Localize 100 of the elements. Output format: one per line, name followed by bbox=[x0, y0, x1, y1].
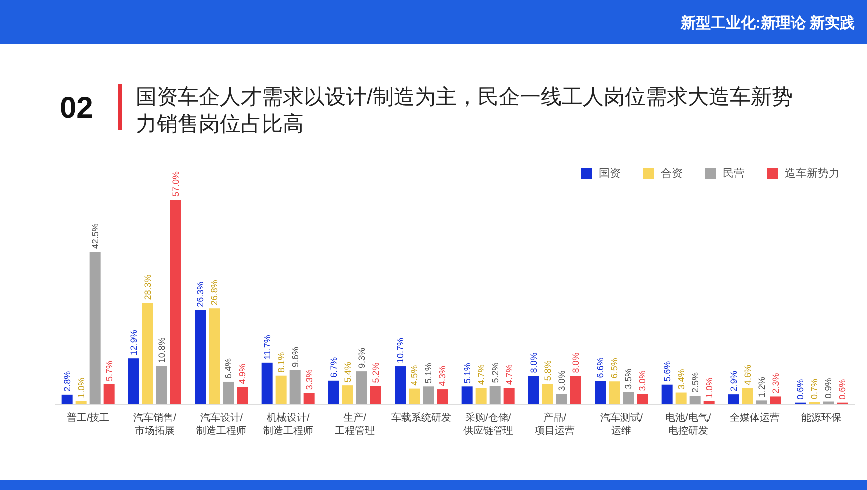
data-label: 5.4% bbox=[343, 362, 353, 383]
bar bbox=[690, 396, 701, 405]
data-label: 4.7% bbox=[504, 364, 514, 386]
bar bbox=[662, 384, 673, 405]
data-label: 1.0% bbox=[76, 378, 86, 398]
x-tick-label: 采购/仓储/供应链管理 bbox=[463, 412, 514, 437]
bar bbox=[623, 392, 634, 405]
bar bbox=[756, 400, 768, 405]
data-label: 3.4% bbox=[676, 369, 686, 390]
data-label: 1.0% bbox=[704, 378, 714, 398]
data-label: 9.3% bbox=[357, 348, 367, 369]
data-label: 4.5% bbox=[410, 365, 420, 386]
data-label: 10.7% bbox=[396, 338, 406, 364]
bar bbox=[595, 381, 606, 405]
bar bbox=[770, 396, 782, 405]
bar bbox=[423, 386, 434, 405]
bar bbox=[142, 303, 154, 405]
x-tick-label: 全媒体运营 bbox=[730, 412, 780, 424]
x-tick-label: 机械设计/制造工程师 bbox=[263, 412, 314, 437]
data-label: 5.1% bbox=[462, 363, 472, 384]
bar bbox=[609, 382, 620, 405]
data-label: 2.5% bbox=[690, 372, 700, 394]
data-label: 8.1% bbox=[276, 352, 286, 373]
bar bbox=[276, 376, 287, 405]
x-tick-label: 电池/电气/电控研发 bbox=[666, 412, 712, 437]
data-label: 26.8% bbox=[210, 280, 220, 306]
bar bbox=[223, 382, 234, 405]
data-label: 1.2% bbox=[757, 377, 767, 398]
bar bbox=[356, 372, 368, 405]
bar bbox=[462, 386, 473, 405]
bar bbox=[476, 388, 487, 405]
legend-label: 合资 bbox=[661, 167, 683, 180]
bar bbox=[676, 392, 687, 405]
data-label: 26.3% bbox=[196, 282, 206, 308]
bar bbox=[304, 393, 315, 405]
x-tick-label: 产品/项目运营 bbox=[535, 412, 575, 437]
legend-label: 国资 bbox=[599, 168, 621, 180]
bar bbox=[156, 366, 168, 405]
data-label: 11.7% bbox=[262, 335, 272, 360]
bar bbox=[556, 394, 568, 405]
chart-subtitle: 新型工业化:新理论 新实践 bbox=[680, 14, 855, 32]
data-label: 0.7% bbox=[810, 378, 820, 400]
bar bbox=[409, 388, 420, 405]
bar bbox=[90, 252, 101, 405]
data-label: 3.3% bbox=[304, 370, 314, 390]
bar bbox=[504, 388, 515, 405]
data-label: 0.6% bbox=[838, 379, 848, 400]
data-label: 8.0% bbox=[529, 352, 539, 374]
data-label: 2.9% bbox=[729, 371, 739, 392]
data-label: 3.0% bbox=[557, 370, 567, 392]
data-label: 6.5% bbox=[610, 358, 620, 379]
data-label: 4.7% bbox=[476, 364, 486, 386]
text: 02 bbox=[60, 92, 94, 125]
bar bbox=[262, 362, 273, 405]
x-tick-label: 汽车销售/市场拓展 bbox=[134, 412, 177, 437]
data-label: 0.6% bbox=[796, 379, 806, 400]
bar bbox=[128, 358, 140, 405]
data-label: 9.6% bbox=[290, 346, 300, 368]
x-tick-label: 汽车设计/制造工程师 bbox=[196, 412, 247, 437]
data-label: 4.3% bbox=[438, 366, 448, 387]
x-tick-label: 汽车测试/运维 bbox=[600, 412, 644, 437]
data-label: 4.6% bbox=[743, 364, 753, 386]
bar bbox=[370, 386, 382, 405]
data-label: 57.0% bbox=[171, 171, 181, 197]
bar bbox=[742, 388, 754, 405]
data-label: 0.9% bbox=[824, 378, 834, 399]
data-label: 10.8% bbox=[157, 338, 167, 364]
bar bbox=[437, 390, 448, 405]
data-label: 6.7% bbox=[329, 357, 339, 378]
legend-label: 造车新势力 bbox=[785, 167, 840, 180]
legend-label: 民营 bbox=[723, 167, 745, 180]
bar bbox=[490, 386, 501, 405]
data-label: 3.0% bbox=[638, 370, 648, 392]
bar bbox=[570, 376, 582, 405]
bar bbox=[342, 386, 354, 405]
x-tick-label: 车载系统研发 bbox=[392, 412, 452, 424]
data-label: 5.6% bbox=[662, 361, 672, 382]
data-label: 5.8% bbox=[543, 360, 553, 382]
bar bbox=[542, 384, 554, 405]
data-label: 8.0% bbox=[571, 352, 581, 374]
data-label: 42.5% bbox=[90, 224, 100, 250]
bar bbox=[328, 380, 340, 405]
bar bbox=[395, 366, 406, 405]
bar bbox=[62, 394, 73, 405]
data-label: 5.2% bbox=[371, 362, 381, 384]
data-label: 4.9% bbox=[238, 364, 248, 384]
data-label: 2.8% bbox=[62, 371, 72, 392]
bar bbox=[209, 308, 220, 405]
bar bbox=[104, 384, 115, 405]
x-tick-label: 能源环保 bbox=[802, 412, 842, 424]
bar bbox=[637, 394, 648, 405]
bar bbox=[170, 200, 182, 405]
x-tick-label: 生产/工程管理 bbox=[335, 412, 375, 437]
data-label: 5.2% bbox=[490, 362, 500, 384]
data-label: 5.7% bbox=[104, 360, 114, 382]
data-label: 12.9% bbox=[129, 330, 139, 356]
data-label: 6.6% bbox=[596, 358, 606, 378]
data-label: 6.4% bbox=[224, 358, 234, 379]
bar bbox=[290, 370, 301, 405]
bar bbox=[528, 376, 540, 405]
